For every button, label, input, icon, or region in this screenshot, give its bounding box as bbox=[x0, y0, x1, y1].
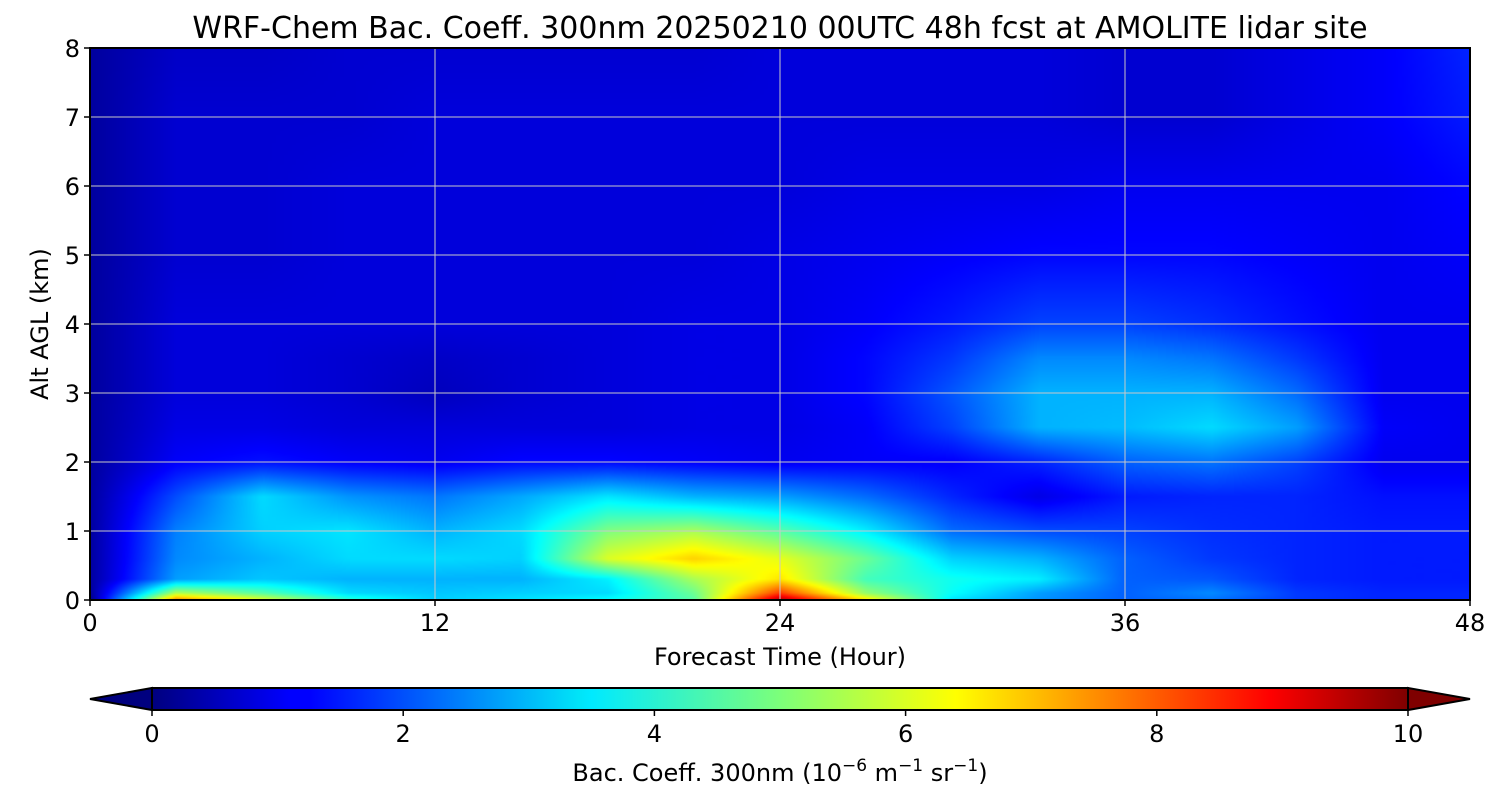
colorbar-extend-max bbox=[1407, 686, 1471, 712]
colorbar-label: Bac. Coeff. 300nm (10−6 m−1 sr−1) bbox=[572, 756, 987, 787]
x-tick-label: 0 bbox=[82, 609, 97, 637]
y-tick-label: 4 bbox=[65, 311, 80, 339]
colorbar-tick-label: 4 bbox=[647, 720, 662, 748]
x-axis-ticks: 0 12 24 36 48 bbox=[82, 600, 1485, 637]
colorbar-tick-label: 0 bbox=[144, 720, 159, 748]
x-axis-label: Forecast Time (Hour) bbox=[654, 643, 906, 671]
chart-title: WRF-Chem Bac. Coeff. 300nm 20250210 00UT… bbox=[192, 11, 1367, 46]
y-tick-label: 5 bbox=[65, 242, 80, 270]
colorbar-tick-label: 2 bbox=[396, 720, 411, 748]
colorbar-tick-label: 10 bbox=[1393, 720, 1424, 748]
colorbar-frame bbox=[151, 687, 1409, 711]
y-tick-label: 7 bbox=[65, 104, 80, 132]
colorbar: 0 2 4 6 8 10 Bac. Coeff. 300nm (10−6 m−1 sr−1… bbox=[89, 686, 1471, 787]
x-tick-label: 48 bbox=[1455, 609, 1486, 637]
x-tick-label: 36 bbox=[1110, 609, 1141, 637]
y-tick-label: 8 bbox=[65, 35, 80, 63]
y-tick-label: 1 bbox=[65, 518, 80, 546]
x-tick-label: 24 bbox=[765, 609, 796, 637]
y-axis-label: Alt AGL (km) bbox=[26, 248, 54, 400]
y-tick-label: 6 bbox=[65, 173, 80, 201]
y-axis-ticks: 0 1 2 3 4 5 6 7 8 bbox=[65, 35, 90, 615]
grid-lines bbox=[90, 48, 1470, 600]
colorbar-bar bbox=[152, 688, 1408, 710]
y-tick-label: 3 bbox=[65, 380, 80, 408]
colorbar-extend-min bbox=[89, 686, 153, 712]
y-tick-label: 0 bbox=[65, 587, 80, 615]
colorbar-tick-label: 8 bbox=[1149, 720, 1164, 748]
colorbar-tick-label: 6 bbox=[898, 720, 913, 748]
colorbar-ticks: 0 2 4 6 8 10 bbox=[144, 710, 1423, 748]
x-tick-label: 12 bbox=[420, 609, 451, 637]
y-tick-label: 2 bbox=[65, 449, 80, 477]
